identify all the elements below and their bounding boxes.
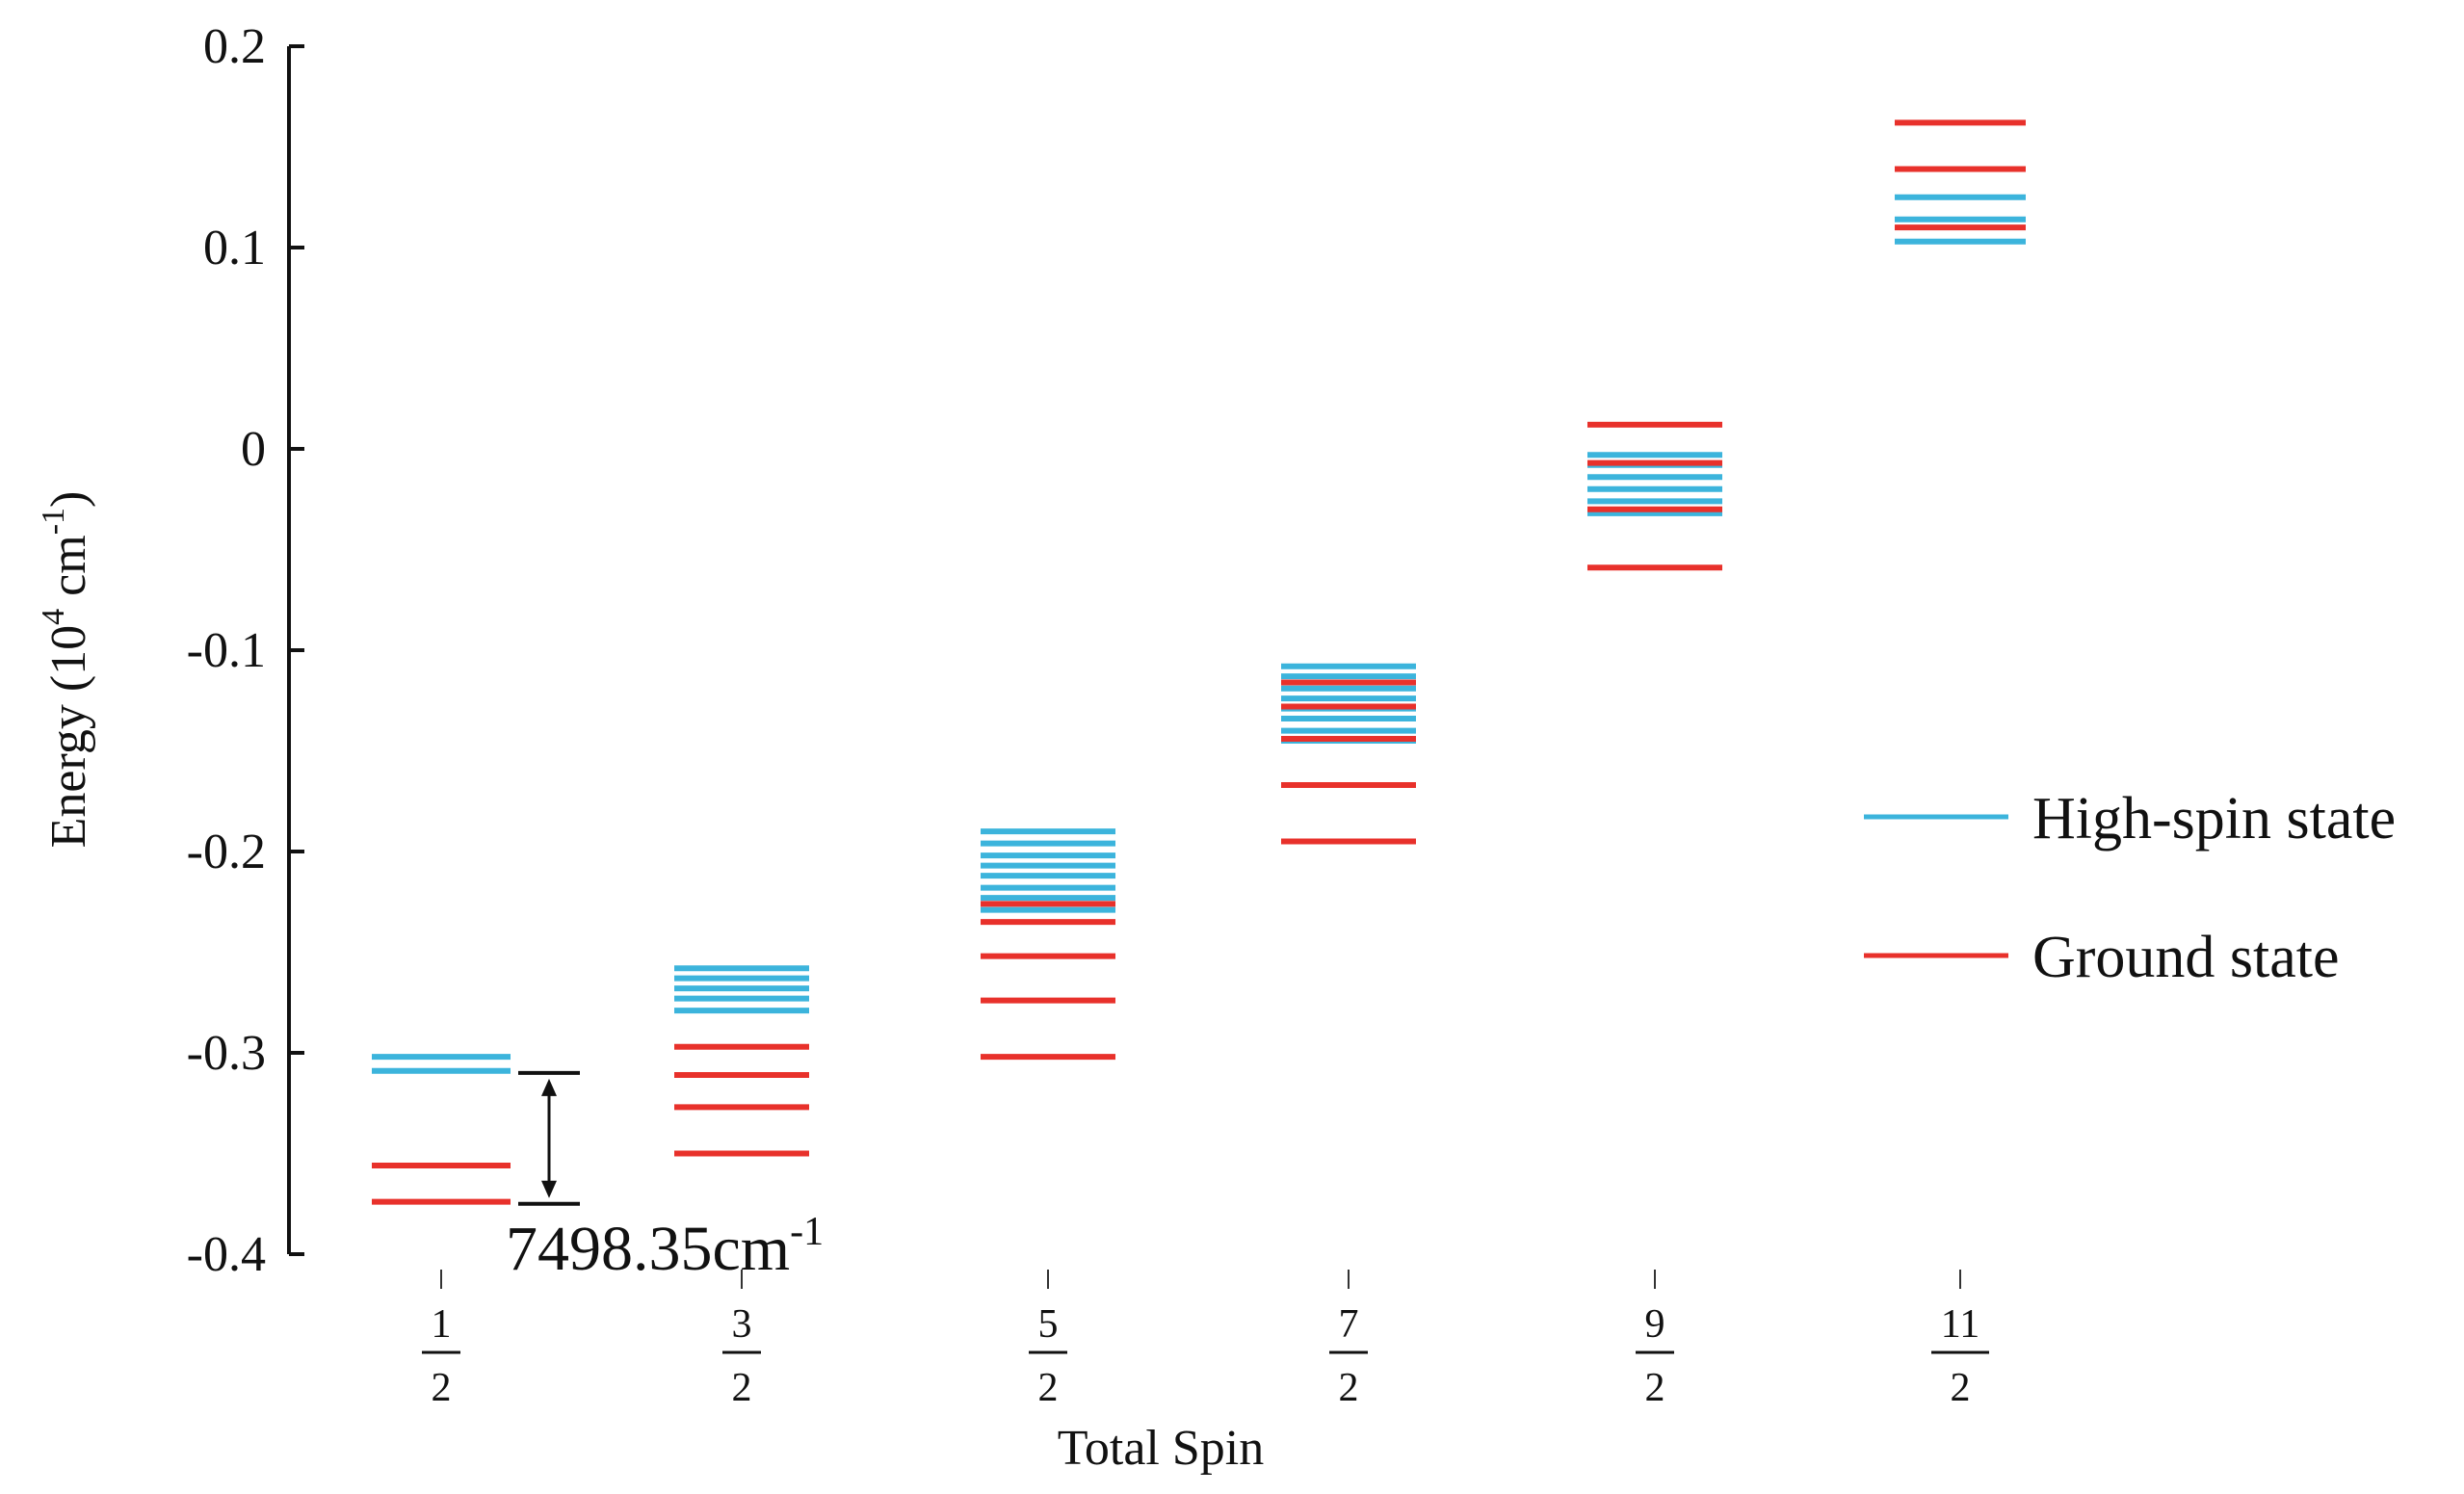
- annotation-arrowhead-up: [541, 1078, 557, 1096]
- y-tick-label: 0.2: [203, 19, 266, 74]
- x-tick-denominator: 2: [732, 1366, 752, 1410]
- x-tick-denominator: 2: [1339, 1366, 1359, 1410]
- energy-levels: [372, 119, 2026, 1205]
- gap-annotation: 7498.35cm-1: [506, 1070, 824, 1284]
- x-tick-denominator: 2: [1038, 1366, 1059, 1410]
- legend-label-high-spin: High-spin state: [2032, 786, 2396, 852]
- y-tick-label: 0.1: [203, 221, 266, 275]
- x-tick-numerator: 7: [1339, 1302, 1359, 1347]
- x-tick-numerator: 3: [732, 1302, 752, 1347]
- x-axis-title: Total Spin: [1058, 1421, 1264, 1476]
- x-tick-denominator: 2: [432, 1366, 452, 1410]
- y-tick-label: -0.2: [187, 825, 266, 879]
- x-category-ticks: 1 2 3 2 5 2 7 2 9 2 11 2: [422, 1270, 1989, 1410]
- x-tick-numerator: 11: [1941, 1302, 1979, 1347]
- y-axis-title: Energy (104 cm-1): [36, 491, 96, 849]
- y-tick-label: 0: [241, 422, 266, 477]
- x-tick-numerator: 9: [1645, 1302, 1665, 1347]
- x-tick-denominator: 2: [1951, 1366, 1971, 1410]
- legend: High-spin state Ground state: [1864, 786, 2396, 990]
- x-tick-numerator: 1: [432, 1302, 452, 1347]
- legend-label-ground: Ground state: [2032, 925, 2340, 990]
- x-tick-denominator: 2: [1645, 1366, 1665, 1410]
- y-tick-label: -0.4: [187, 1227, 266, 1282]
- y-axis: 0.2 0.1 0 -0.1 -0.2 -0.3 -0.4: [187, 19, 304, 1282]
- x-tick-numerator: 5: [1038, 1302, 1059, 1347]
- annotation-arrowhead-down: [541, 1180, 557, 1198]
- annotation-label: 7498.35cm-1: [506, 1210, 824, 1284]
- y-tick-label: -0.3: [187, 1026, 266, 1081]
- y-tick-label: -0.1: [187, 623, 266, 678]
